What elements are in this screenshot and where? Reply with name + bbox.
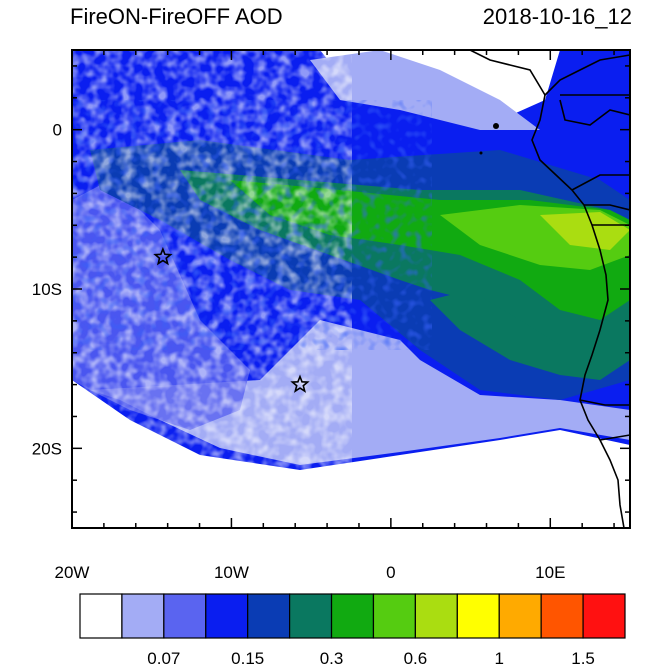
y-tick-label: 10S <box>32 280 62 299</box>
x-tick-label: 10W <box>214 563 249 582</box>
colorbar: 0.07 0.15 0.3 0.6 1 1.5 <box>79 593 626 667</box>
island-marker <box>479 151 483 155</box>
coastline <box>469 50 630 528</box>
colorbar-swatch <box>289 593 333 639</box>
x-tick-label: 10E <box>535 563 565 582</box>
colorbar-swatch <box>330 593 375 639</box>
map-title: FireON-FireOFF AOD <box>70 4 283 29</box>
timestamp-label: 2018-10-16_12 <box>482 4 632 29</box>
colorbar-label: 0.15 <box>231 649 264 667</box>
y-tick-label: 0 <box>53 121 62 140</box>
star-marker-icon <box>290 374 310 393</box>
colorbar-swatch <box>456 593 500 639</box>
aod-field <box>72 50 630 528</box>
colorbar-swatch <box>163 593 207 639</box>
colorbar-swatch <box>540 593 584 639</box>
y-tick-label: 20S <box>32 439 62 458</box>
colorbar-label: 1.5 <box>571 649 595 667</box>
x-tick-label: 0 <box>386 563 395 582</box>
colorbar-swatch <box>372 593 416 639</box>
colorbar-swatch <box>582 593 626 639</box>
colorbar-label: 1 <box>494 649 503 667</box>
site-markers <box>153 246 310 393</box>
colorbar-label: 0.07 <box>147 649 180 667</box>
colorbar-swatch <box>498 593 542 639</box>
colorbar-swatch <box>79 593 123 639</box>
colorbar-label: 0.6 <box>404 649 428 667</box>
colorbar-swatch <box>121 593 165 639</box>
axis-ticks: 20W 10W 0 10E 0 10S 20S <box>32 50 630 582</box>
star-marker-icon <box>153 246 173 266</box>
colorbar-swatch <box>414 593 458 639</box>
island-marker <box>493 123 499 129</box>
colorbar-label: 0.3 <box>320 649 344 667</box>
x-tick-label: 20W <box>55 563 90 582</box>
colorbar-swatch <box>247 593 291 639</box>
colorbar-swatch <box>205 593 249 639</box>
